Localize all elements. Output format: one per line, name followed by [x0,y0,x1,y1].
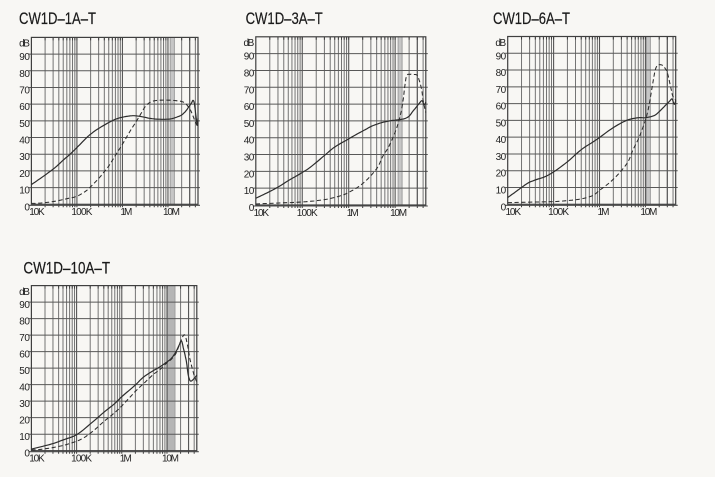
svg-text:10M: 10M [163,207,180,218]
svg-text:CW1D–10A–T: CW1D–10A–T [23,258,110,277]
svg-text:60: 60 [496,102,507,113]
svg-text:1M: 1M [120,454,132,465]
svg-text:90: 90 [19,300,30,311]
svg-text:20: 20 [19,416,30,427]
svg-text:50: 50 [19,366,30,377]
svg-text:30: 30 [496,152,507,163]
svg-text:10: 10 [19,186,30,197]
svg-text:dB: dB [19,287,30,298]
svg-text:50: 50 [496,118,507,129]
svg-text:80: 80 [19,317,30,328]
svg-text:10: 10 [496,186,507,197]
svg-text:60: 60 [19,350,30,361]
svg-text:10M: 10M [640,207,657,218]
svg-text:100K: 100K [71,207,92,218]
svg-text:0: 0 [249,203,255,214]
svg-text:90: 90 [496,51,507,62]
svg-text:20: 20 [496,169,507,180]
svg-text:30: 30 [244,153,255,164]
svg-text:1M: 1M [120,207,132,218]
svg-text:40: 40 [19,136,30,147]
svg-text:10K: 10K [254,208,270,219]
svg-text:0: 0 [24,449,30,460]
svg-text:60: 60 [19,102,30,113]
svg-text:100K: 100K [548,207,569,218]
svg-text:70: 70 [496,85,507,96]
svg-text:CW1D–6A–T: CW1D–6A–T [493,9,570,28]
svg-text:10M: 10M [162,454,179,465]
svg-text:1M: 1M [598,207,610,218]
svg-text:70: 70 [19,85,30,96]
svg-text:dB: dB [19,39,30,50]
svg-text:dB: dB [244,38,255,49]
svg-text:40: 40 [244,136,255,147]
svg-text:60: 60 [244,102,255,113]
svg-text:10: 10 [244,186,255,197]
svg-text:70: 70 [19,333,30,344]
svg-text:40: 40 [496,135,507,146]
svg-text:20: 20 [19,169,30,180]
svg-text:dB: dB [495,38,506,49]
svg-text:10K: 10K [29,207,45,218]
svg-text:10M: 10M [390,208,407,219]
svg-text:10K: 10K [506,207,522,218]
svg-text:30: 30 [19,152,30,163]
svg-text:CW1D–1A–T: CW1D–1A–T [19,9,96,28]
svg-text:100K: 100K [71,454,92,465]
svg-text:80: 80 [496,68,507,79]
svg-text:50: 50 [19,119,30,130]
svg-text:0: 0 [501,202,507,213]
svg-text:1M: 1M [347,208,359,219]
svg-text:0: 0 [24,202,30,213]
svg-text:CW1D–3A–T: CW1D–3A–T [246,9,323,28]
svg-text:80: 80 [19,69,30,80]
svg-text:10: 10 [19,432,30,443]
svg-text:100K: 100K [297,208,318,219]
svg-text:30: 30 [19,399,30,410]
svg-text:10K: 10K [29,454,45,465]
svg-text:80: 80 [244,68,255,79]
svg-text:90: 90 [244,52,255,63]
svg-text:70: 70 [244,85,255,96]
svg-text:40: 40 [19,383,30,394]
svg-text:20: 20 [244,169,255,180]
svg-text:50: 50 [244,119,255,130]
svg-text:90: 90 [19,52,30,63]
